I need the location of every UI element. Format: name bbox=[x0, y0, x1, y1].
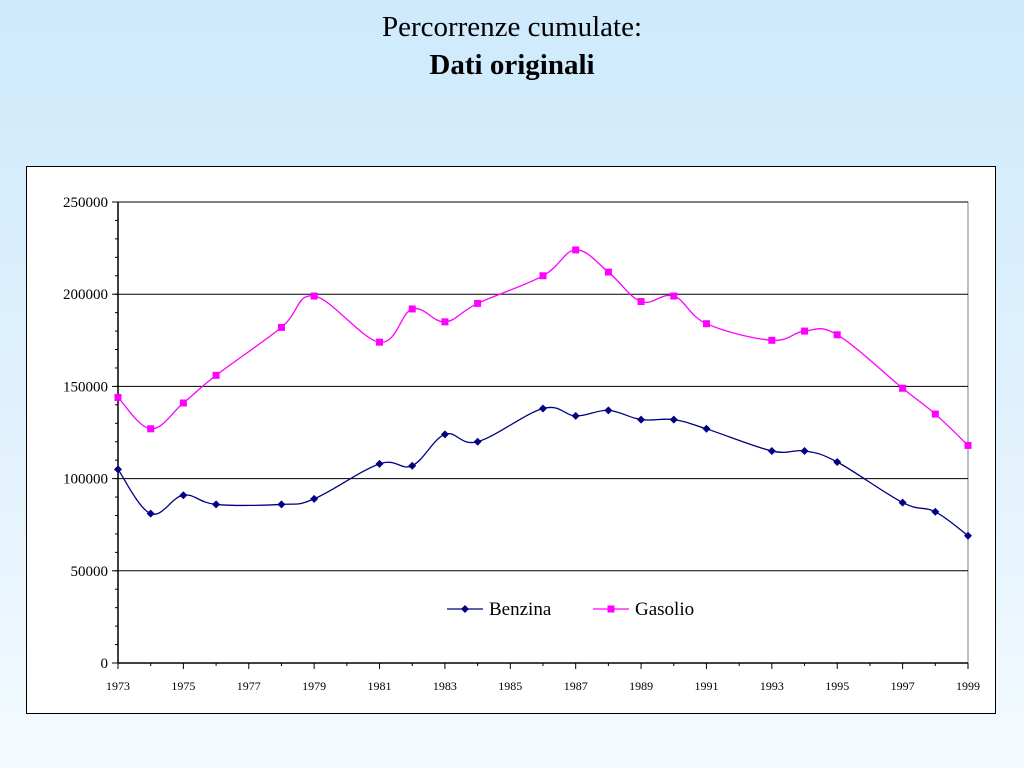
data-point-gasolio bbox=[179, 399, 187, 407]
legend-label-benzina: Benzina bbox=[489, 599, 552, 620]
legend-label-gasolio: Gasolio bbox=[635, 599, 694, 620]
series-line-gasolio bbox=[117, 249, 969, 446]
x-tick-label: 1999 bbox=[956, 679, 980, 693]
title-line-1: Percorrenze cumulate: bbox=[381, 11, 643, 43]
data-point-gasolio bbox=[604, 268, 612, 276]
data-point-benzina bbox=[898, 498, 907, 507]
title-line-2: Dati originali bbox=[429, 49, 595, 81]
plot-area bbox=[117, 201, 969, 664]
x-tick-label: 1989 bbox=[629, 679, 653, 693]
data-point-benzina bbox=[931, 507, 940, 516]
data-point-gasolio bbox=[637, 298, 645, 306]
data-point-benzina bbox=[833, 458, 842, 467]
data-point-benzina bbox=[440, 430, 449, 439]
data-point-gasolio bbox=[670, 292, 678, 300]
data-point-benzina bbox=[310, 494, 319, 503]
x-tick-label: 1979 bbox=[302, 679, 326, 693]
y-tick-label: 200000 bbox=[63, 287, 108, 303]
data-point-benzina bbox=[604, 406, 613, 415]
series-line-benzina bbox=[117, 406, 969, 537]
data-point-benzina bbox=[964, 531, 972, 540]
data-point-gasolio bbox=[702, 320, 710, 328]
data-point-benzina bbox=[277, 500, 286, 509]
data-point-gasolio bbox=[114, 393, 122, 401]
data-point-gasolio bbox=[474, 299, 482, 307]
y-tick-label: 250000 bbox=[63, 195, 108, 211]
x-tick-label: 1997 bbox=[891, 679, 915, 693]
x-tick-label: 1977 bbox=[237, 679, 261, 693]
y-tick-label: 0 bbox=[101, 656, 109, 672]
data-point-gasolio bbox=[768, 336, 776, 344]
legend-marker-benzina bbox=[461, 605, 469, 613]
data-point-benzina bbox=[539, 404, 547, 413]
x-tick-label: 1995 bbox=[825, 679, 849, 693]
x-tick-label: 1987 bbox=[564, 679, 588, 693]
data-point-gasolio bbox=[147, 425, 155, 433]
data-point-gasolio bbox=[899, 384, 907, 392]
data-point-benzina bbox=[408, 461, 417, 470]
data-point-gasolio bbox=[572, 246, 580, 254]
data-point-gasolio bbox=[376, 338, 384, 346]
data-point-benzina bbox=[212, 500, 221, 509]
data-point-gasolio bbox=[212, 371, 220, 379]
x-tick-label: 1993 bbox=[760, 679, 784, 693]
data-point-gasolio bbox=[408, 305, 416, 313]
chart-frame: 0 50000 100000 150000 200000 250000 1973 1975 19… bbox=[26, 166, 996, 714]
data-point-benzina bbox=[473, 437, 482, 446]
data-point-benzina bbox=[637, 415, 646, 424]
data-point-benzina bbox=[146, 509, 155, 518]
data-point-gasolio bbox=[833, 331, 841, 339]
x-tick-label: 1975 bbox=[171, 679, 195, 693]
data-point-gasolio bbox=[441, 318, 449, 326]
y-tick-label: 100000 bbox=[63, 472, 108, 488]
y-tick-label: 150000 bbox=[63, 379, 108, 395]
data-point-gasolio bbox=[310, 292, 318, 300]
data-point-gasolio bbox=[964, 441, 972, 449]
data-point-gasolio bbox=[801, 327, 809, 335]
data-point-benzina bbox=[179, 491, 188, 500]
x-tick-label: 1991 bbox=[694, 679, 718, 693]
x-tick-label: 1981 bbox=[368, 679, 392, 693]
data-point-benzina bbox=[702, 424, 711, 433]
data-point-benzina bbox=[669, 415, 678, 424]
x-tick-label: 1973 bbox=[106, 679, 130, 693]
slide-title: Percorrenze cumulate: Dati originali bbox=[0, 8, 1024, 84]
data-point-benzina bbox=[114, 465, 122, 474]
data-point-gasolio bbox=[277, 323, 285, 331]
data-point-benzina bbox=[571, 411, 580, 420]
x-tick-label: 1985 bbox=[498, 679, 522, 693]
x-tick-label: 1983 bbox=[433, 679, 457, 693]
data-point-benzina bbox=[800, 446, 809, 455]
data-point-benzina bbox=[375, 459, 384, 468]
line-chart: 0 50000 100000 150000 200000 250000 1973 1975 19… bbox=[63, 195, 980, 693]
y-tick-label: 50000 bbox=[71, 564, 109, 580]
data-point-gasolio bbox=[931, 410, 939, 418]
data-point-benzina bbox=[767, 446, 776, 455]
legend-marker-gasolio bbox=[607, 605, 615, 613]
data-point-gasolio bbox=[539, 272, 547, 280]
